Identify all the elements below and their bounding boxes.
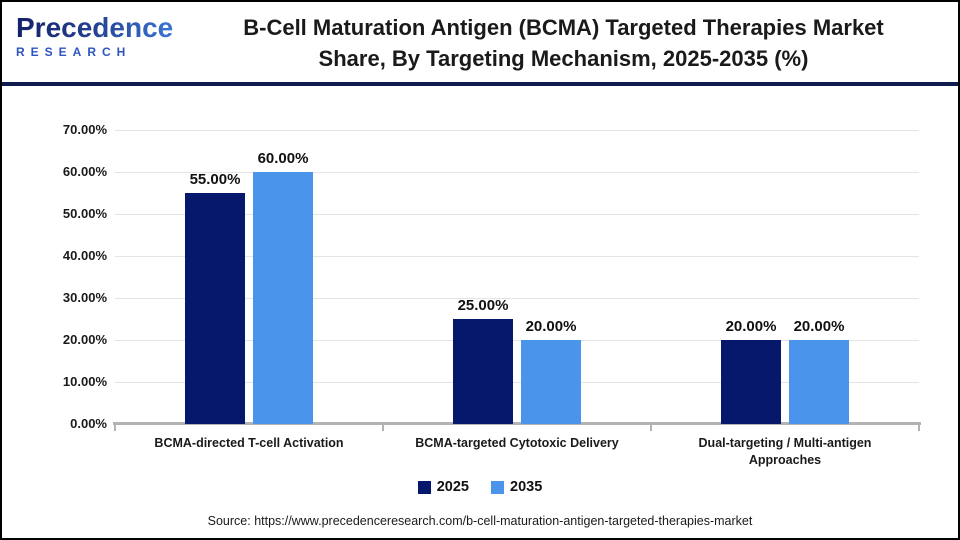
gridline xyxy=(115,339,919,341)
legend-item-2025: 2025 xyxy=(417,479,469,495)
bar-value-label: 25.00% xyxy=(457,297,509,314)
gridline xyxy=(115,255,919,257)
category-label: BCMA-targeted Cytotoxic Delivery xyxy=(415,436,619,450)
bar-value-label: 55.00% xyxy=(189,171,241,188)
bar-2035-1 xyxy=(521,340,581,424)
axis-tick xyxy=(114,424,116,431)
source-text: Source: https://www.precedenceresearch.c… xyxy=(207,514,753,528)
precedence-logo: Precedence RESEARCH xyxy=(16,12,186,72)
y-axis-label: 10.00% xyxy=(62,374,107,389)
legend-swatch-2025 xyxy=(417,480,431,494)
axis-tick xyxy=(382,424,384,431)
category-label: BCMA-directed T-cell Activation xyxy=(154,436,344,450)
legend-item-2035: 2035 xyxy=(491,479,542,495)
axis-tick xyxy=(918,424,920,431)
bar-value-label: 20.00% xyxy=(793,318,845,335)
y-axis-label: 40.00% xyxy=(62,248,107,263)
title-line-1: B-Cell Maturation Antigen (BCMA) Targete… xyxy=(243,15,884,40)
bar-value-label: 20.00% xyxy=(525,318,577,335)
header: Precedence RESEARCH B-Cell Maturation An… xyxy=(2,2,958,80)
bar-value-label: 60.00% xyxy=(257,150,309,167)
legend-swatch-2035 xyxy=(491,480,504,494)
y-axis-label: 30.00% xyxy=(62,290,107,305)
header-divider xyxy=(2,82,958,86)
legend-label-2025: 2025 xyxy=(436,479,469,495)
bar-value-label: 20.00% xyxy=(725,318,777,335)
y-axis-label: 60.00% xyxy=(62,164,107,179)
logo-brand-text: Precedence xyxy=(16,12,186,44)
gridline xyxy=(115,129,919,131)
x-axis-line xyxy=(113,422,921,425)
gridline xyxy=(115,381,919,383)
bar-2025-0 xyxy=(185,193,245,424)
logo-subtitle-text: RESEARCH xyxy=(16,45,132,59)
gridline xyxy=(115,171,919,173)
page-title: B-Cell Maturation Antigen (BCMA) Targete… xyxy=(177,12,950,74)
legend: 2025 2035 xyxy=(2,479,958,495)
y-axis-label: 50.00% xyxy=(62,206,107,221)
legend-label-2035: 2035 xyxy=(510,479,543,495)
bar-2035-0 xyxy=(253,172,313,424)
gridline xyxy=(115,297,919,299)
y-axis-label: 70.00% xyxy=(62,122,107,137)
title-line-2: Share, By Targeting Mechanism, 2025-2035… xyxy=(318,46,809,71)
bar-2025-2 xyxy=(721,340,781,424)
bar-2025-1 xyxy=(453,319,513,424)
category-label: Dual-targeting / Multi-antigen Approache… xyxy=(698,436,872,467)
y-axis-label: 0.00% xyxy=(70,416,107,431)
bar-2035-2 xyxy=(789,340,849,424)
gridline xyxy=(115,213,919,215)
y-axis-label: 20.00% xyxy=(62,332,107,347)
axis-tick xyxy=(650,424,652,431)
